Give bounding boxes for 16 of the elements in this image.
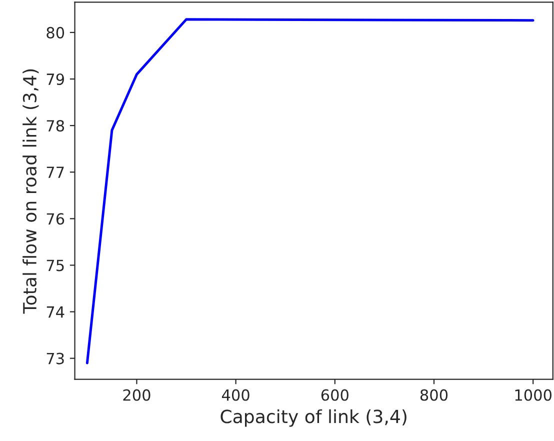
x-tick-label: 600: [321, 389, 348, 401]
x-tick-label: 1000: [515, 389, 552, 401]
y-tick-label: 75: [46, 260, 64, 272]
y-tick-label: 79: [46, 73, 64, 86]
x-tick-label: 800: [420, 389, 448, 401]
y-tick-label: 74: [46, 306, 64, 318]
y-tick-label: 80: [46, 26, 64, 38]
y-axis-title: Total flow on road link (3,4): [22, 69, 39, 314]
x-tick-label: 200: [123, 389, 150, 401]
y-tick-label: 73: [46, 352, 64, 364]
y-tick-label: 77: [46, 166, 64, 178]
x-tick-label: 400: [222, 389, 250, 401]
line-series: [86, 18, 534, 364]
x-axis-title: Capacity of link (3,4): [220, 409, 406, 427]
y-tick-label: 78: [46, 120, 64, 132]
y-tick-label: 76: [46, 213, 64, 225]
